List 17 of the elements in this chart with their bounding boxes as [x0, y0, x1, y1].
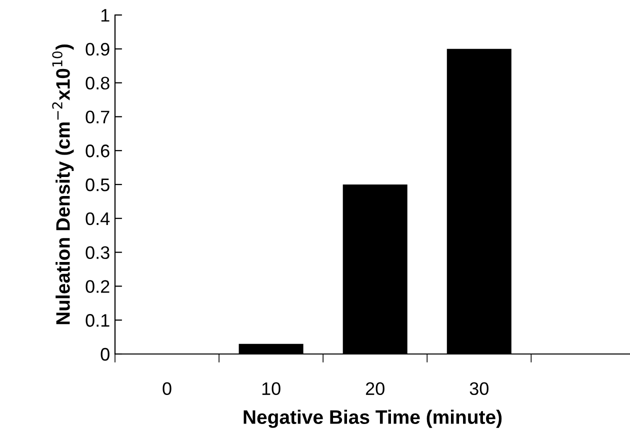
x-tick-label: 10	[262, 382, 280, 396]
y-axis-title: Nuleation Density (cm$^{−2}$x10$^{10}$)	[52, 44, 74, 324]
y-tick-label: 0.6	[86, 144, 110, 158]
y-tick-label: 0.1	[86, 314, 110, 327]
x-tick-label: 20	[366, 382, 384, 396]
x-tick-label: 0	[162, 382, 172, 396]
y-tick-label: 0.5	[86, 178, 110, 192]
y-tick-label: 0.4	[86, 212, 110, 226]
y-tick-label: 1	[101, 9, 110, 22]
x-axis-title: Negative Bias Time (minute)	[244, 410, 502, 428]
y-tick-label: 0	[100, 348, 110, 361]
y-tick-label: 0.8	[86, 76, 110, 90]
y-tick-label: 0.2	[86, 280, 110, 293]
y-tick-label: 0.9	[86, 42, 110, 56]
y-tick-label: 0.3	[86, 246, 110, 260]
x-tick-label: 30	[470, 382, 488, 396]
y-tick-label: 0.7	[86, 110, 110, 124]
